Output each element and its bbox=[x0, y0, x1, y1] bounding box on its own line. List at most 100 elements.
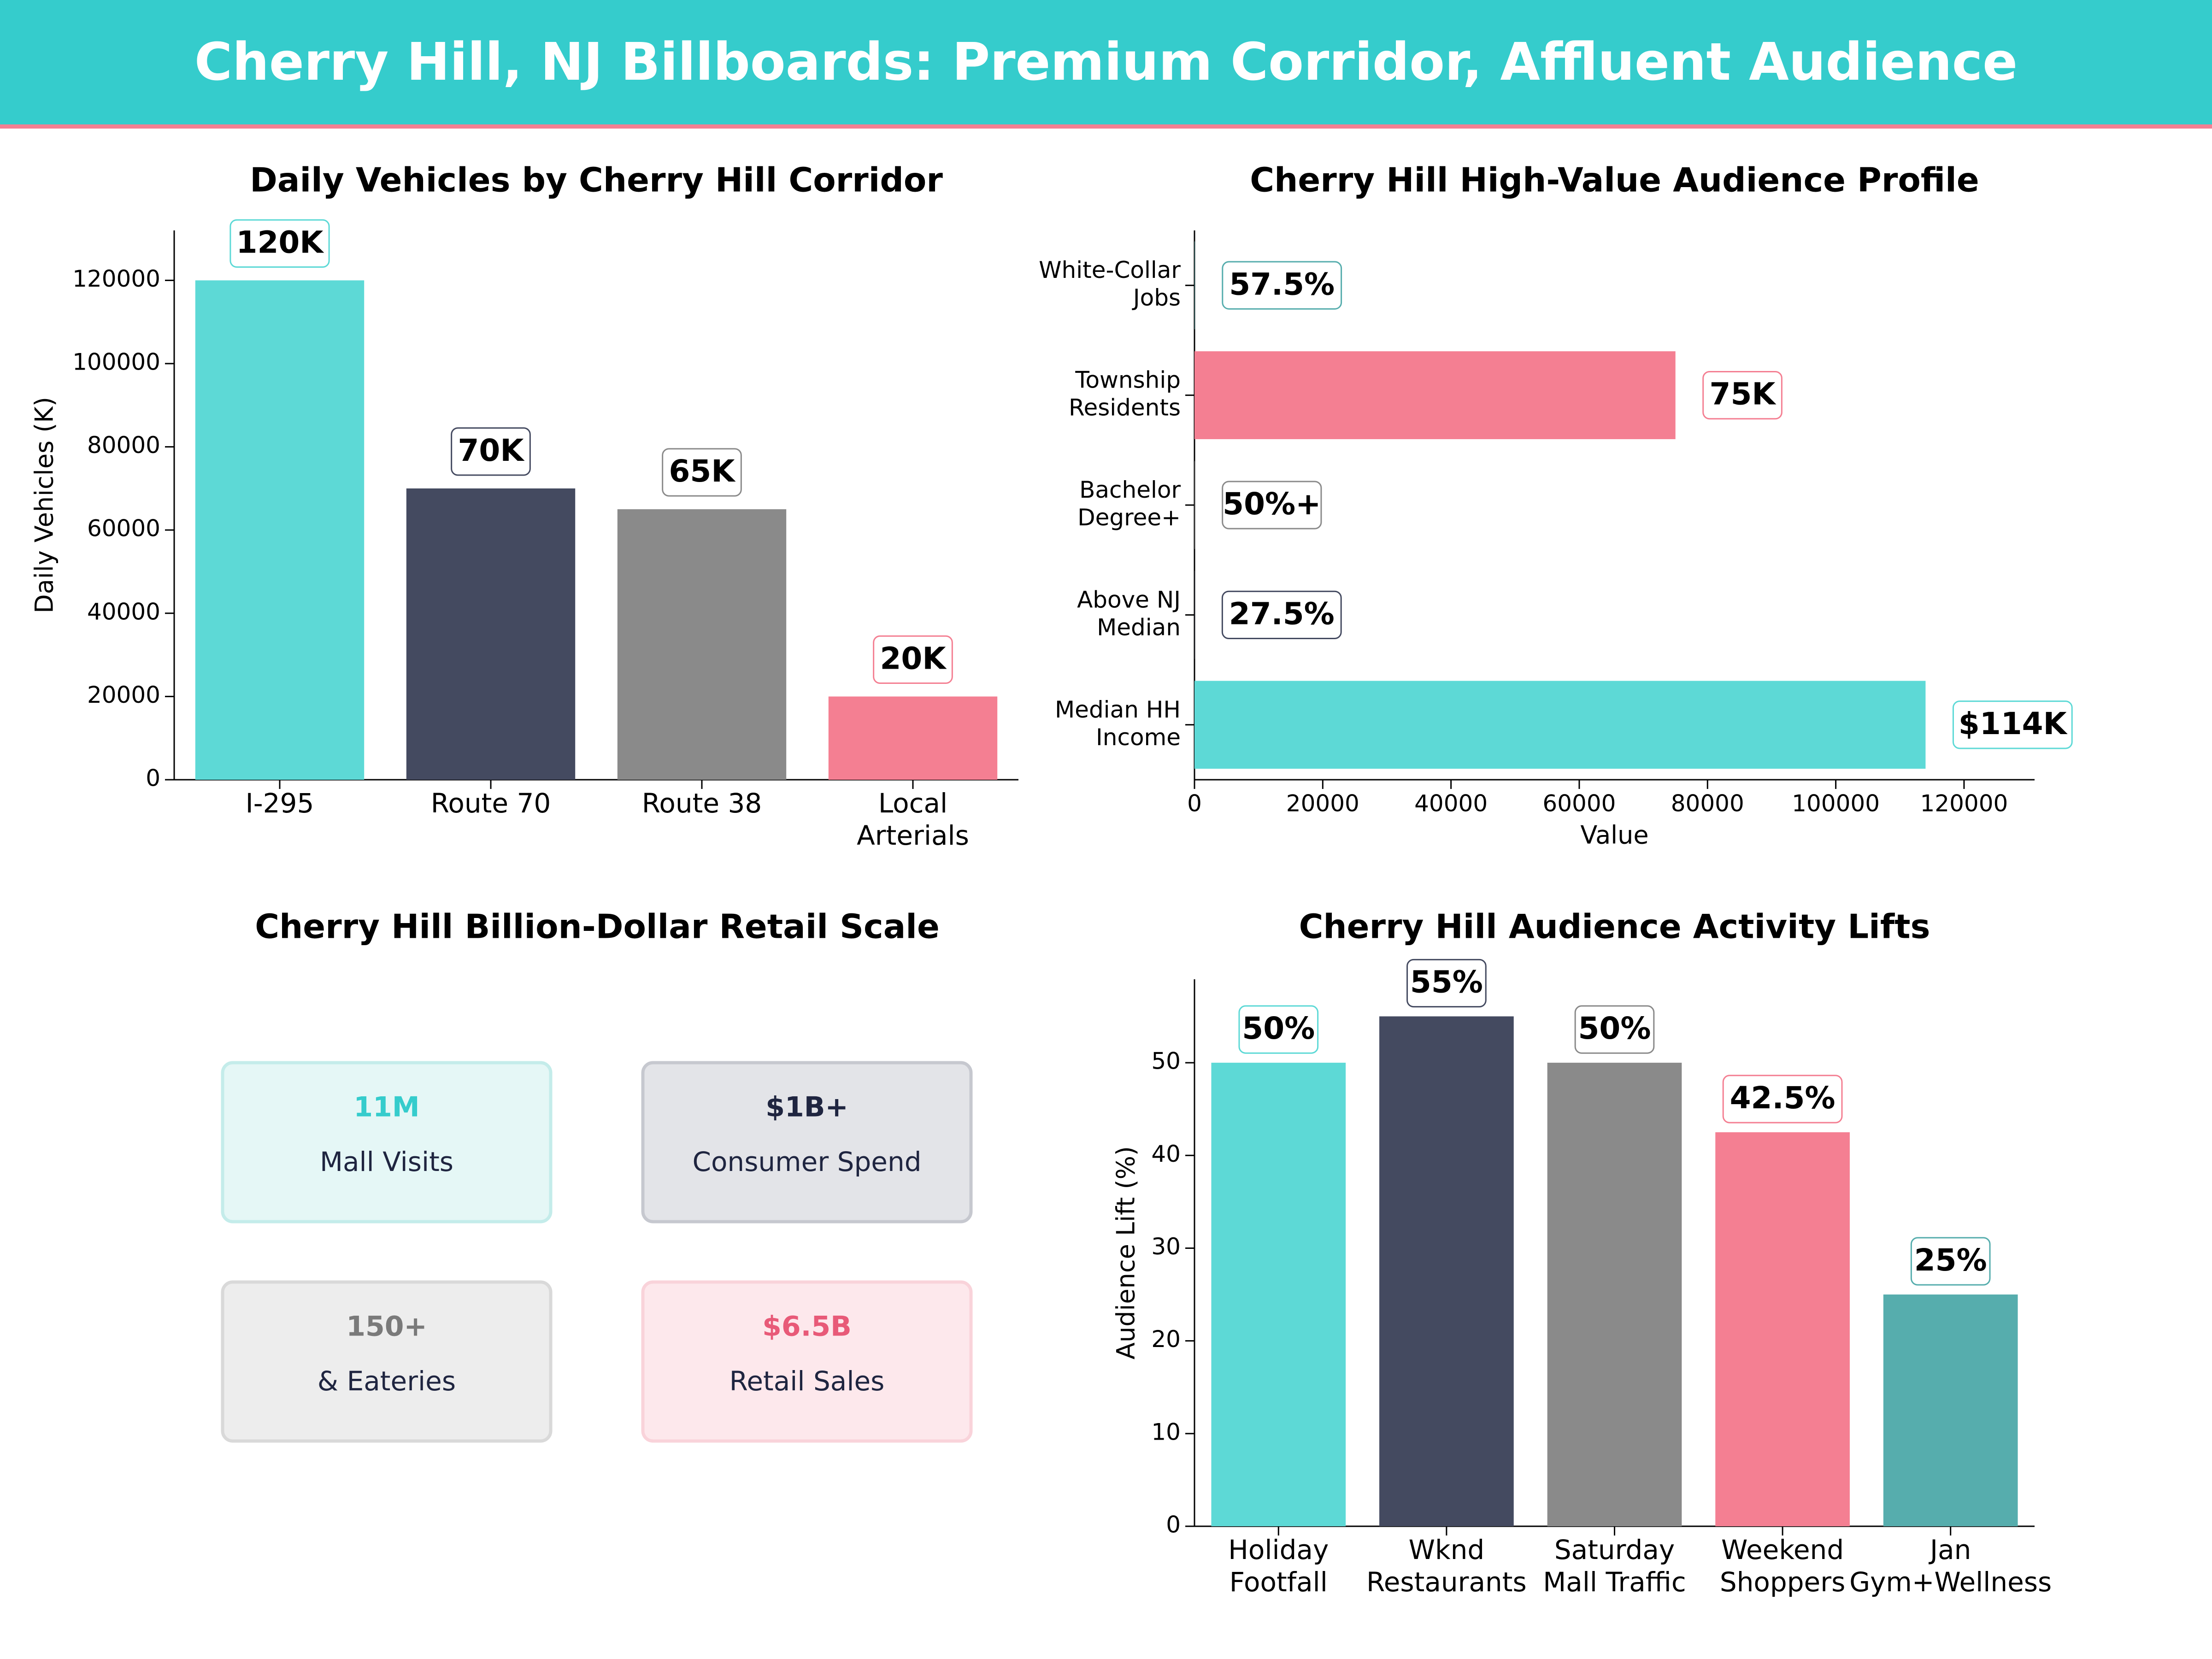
chart4-bar bbox=[1379, 1016, 1514, 1526]
chart2-data-label-box bbox=[1222, 481, 1322, 529]
chart1-bar bbox=[195, 280, 365, 780]
chart2-data-label: 27.5% bbox=[1229, 596, 1335, 631]
chart2-data-label-box bbox=[1702, 371, 1783, 420]
chart4-bar bbox=[1715, 1132, 1850, 1526]
chart1-ytick-label: 20000 bbox=[87, 682, 160, 708]
chart2-bar bbox=[1194, 241, 1195, 329]
kpi-card bbox=[221, 1061, 553, 1224]
chart2-bar bbox=[1194, 681, 1926, 769]
chart2-xtick-label: 20000 bbox=[1286, 790, 1359, 817]
chart4-ytick-label: 40 bbox=[1151, 1141, 1181, 1167]
chart4-y-axis-label: Audience Lift (%) bbox=[1112, 1146, 1141, 1359]
chart1-data-label: 20K bbox=[880, 641, 947, 676]
chart2-bar bbox=[1194, 571, 1195, 659]
chart1-bar bbox=[406, 488, 576, 780]
chart4-data-label: 50% bbox=[1578, 1011, 1651, 1046]
kpi-card-value: $1B+ bbox=[765, 1091, 848, 1124]
chart2-data-label: 57.5% bbox=[1229, 266, 1335, 302]
chart4-xtick-label: Saturday Mall Traffic bbox=[1543, 1534, 1686, 1598]
chart4-ytick-label: 0 bbox=[1166, 1512, 1181, 1538]
kpi-card bbox=[221, 1280, 553, 1443]
kpi-card-value: 11M bbox=[353, 1091, 419, 1124]
chart1-data-label: 120K bbox=[236, 224, 325, 260]
chart2-data-label-box bbox=[1952, 700, 2073, 749]
chart2-data-label-box bbox=[1221, 590, 1342, 640]
chart1-ytick-label: 100000 bbox=[72, 348, 160, 375]
chart1-y-axis-label: Daily Vehicles (K) bbox=[30, 397, 59, 613]
chart2-ytick-label-group: Median HH Income bbox=[1055, 696, 1181, 750]
kpi-card-value: $6.5B bbox=[762, 1311, 852, 1343]
chart4-ytick-label: 50 bbox=[1151, 1048, 1181, 1075]
chart2-ytick-label-group: Township Residents bbox=[1069, 366, 1181, 421]
chart1-ytick-label: 0 bbox=[146, 765, 160, 792]
chart2-data-label: $114K bbox=[1959, 706, 2068, 741]
chart1-title: Daily Vehicles by Cherry Hill Corridor bbox=[250, 161, 943, 200]
chart2-xtick-label: 80000 bbox=[1671, 790, 1744, 817]
chart4-bar bbox=[1883, 1294, 2018, 1526]
chart4-ytick-label: 20 bbox=[1151, 1326, 1181, 1353]
chart1-xtick-label-group: Route 38 bbox=[642, 788, 762, 819]
chart4-bar bbox=[1547, 1063, 1682, 1526]
chart1-xtick-label-group: I-295 bbox=[246, 788, 314, 819]
chart1-ytick-label: 80000 bbox=[87, 432, 160, 459]
chart1-xtick-label: Route 70 bbox=[431, 788, 551, 819]
chart2-bar bbox=[1194, 351, 1676, 439]
chart4-xtick-label-group: Wknd Restaurants bbox=[1366, 1534, 1527, 1598]
chart1-data-label: 65K bbox=[669, 453, 736, 489]
chart2-xtick-label: 0 bbox=[1187, 790, 1202, 817]
chart4-data-label-box bbox=[1722, 1075, 1843, 1124]
chart1-data-label-box bbox=[662, 448, 742, 497]
chart1-ytick-label: 120000 bbox=[72, 265, 160, 292]
title-banner: Cherry Hill, NJ Billboards: Premium Corr… bbox=[0, 0, 2212, 129]
chart4-ytick-label: 10 bbox=[1151, 1418, 1181, 1445]
page-title: Cherry Hill, NJ Billboards: Premium Corr… bbox=[194, 32, 2018, 92]
chart2-data-label: 75K bbox=[1710, 377, 1777, 412]
chart2-ytick-label-group: Bachelor Degree+ bbox=[1077, 477, 1181, 531]
kpi-card-value: 150+ bbox=[346, 1311, 427, 1343]
chart2-xtick-label: 120000 bbox=[1920, 790, 2008, 817]
chart2-ytick-label: Above NJ Median bbox=[1077, 586, 1181, 641]
chart4-ytick-label: 30 bbox=[1151, 1233, 1181, 1260]
chart2-bar bbox=[1194, 461, 1195, 549]
chart4-bar bbox=[1211, 1063, 1346, 1526]
chart1-data-label: 70K bbox=[458, 433, 525, 468]
chart4-data-label-box bbox=[1574, 1005, 1655, 1054]
kpi-card bbox=[641, 1061, 973, 1224]
chart2-ytick-label: Bachelor Degree+ bbox=[1077, 477, 1181, 531]
chart1-bar bbox=[828, 696, 998, 780]
chart1-data-label-box bbox=[451, 427, 531, 476]
chart4-xtick-label-group: Holiday Footfall bbox=[1228, 1534, 1329, 1598]
kpi-card-label: Consumer Spend bbox=[692, 1146, 921, 1177]
chart4-data-label-box bbox=[1406, 959, 1487, 1008]
chart2-ytick-label: White-Collar Jobs bbox=[1039, 257, 1181, 311]
chart2-xtick-label: 100000 bbox=[1792, 790, 1880, 817]
chart1-xtick-label: Local Arterials bbox=[857, 788, 969, 851]
kpi-card-label: Mall Visits bbox=[320, 1146, 453, 1177]
chart1-ytick-label: 60000 bbox=[87, 515, 160, 542]
chart4-title: Cherry Hill Audience Activity Lifts bbox=[1299, 907, 1930, 946]
chart2-title: Cherry Hill High-Value Audience Profile bbox=[1250, 161, 1979, 200]
chart2-data-label-box bbox=[1222, 261, 1342, 310]
chart2-ytick-label: Median HH Income bbox=[1055, 696, 1181, 750]
chart4-xtick-label: Jan Gym+Wellness bbox=[1849, 1534, 2052, 1598]
chart4-data-label: 50% bbox=[1242, 1011, 1315, 1046]
kpi-card-label: & Eateries bbox=[318, 1365, 456, 1397]
chart2-ytick-label-group: Above NJ Median bbox=[1077, 586, 1181, 641]
chart2-ytick-label: Township Residents bbox=[1069, 366, 1181, 421]
chart4-xtick-label-group: Weekend Shoppers bbox=[1720, 1534, 1845, 1598]
chart1-xtick-label-group: Route 70 bbox=[431, 788, 551, 819]
chart1-xtick-label: I-295 bbox=[246, 788, 314, 819]
kpi-card-label: Retail Sales bbox=[729, 1365, 885, 1397]
chart1-ytick-label: 40000 bbox=[87, 598, 160, 625]
chart4-data-label-box bbox=[1238, 1005, 1319, 1054]
chart4-xtick-label-group: Jan Gym+Wellness bbox=[1849, 1534, 2052, 1598]
chart1-bar bbox=[617, 509, 787, 780]
chart4-data-label: 42.5% bbox=[1730, 1080, 1835, 1116]
chart4-xtick-label: Holiday Footfall bbox=[1228, 1534, 1329, 1598]
chart2-x-axis-label: Value bbox=[1580, 821, 1648, 850]
chart1-data-label-box bbox=[873, 635, 953, 684]
kpi-card bbox=[641, 1280, 973, 1443]
chart4-data-label-box bbox=[1910, 1237, 1991, 1286]
chart4-data-label: 55% bbox=[1410, 965, 1483, 1000]
